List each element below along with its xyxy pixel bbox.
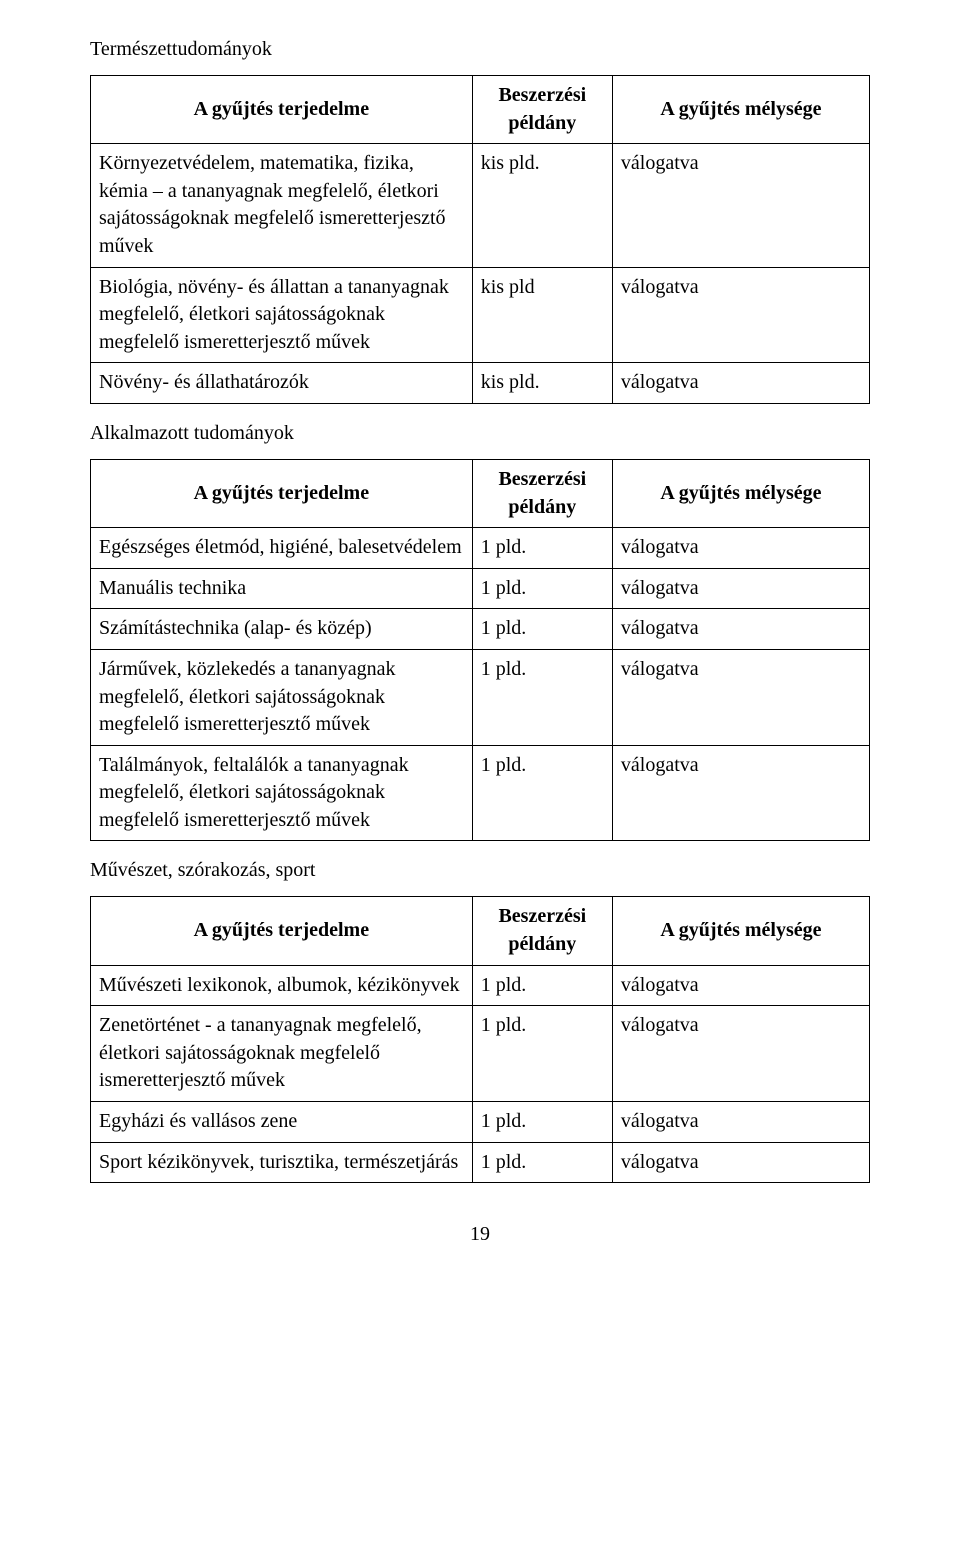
table-row: Sport kézikönyvek, turisztika, természet… xyxy=(91,1142,870,1183)
cell-copy: 1 pld. xyxy=(472,1006,612,1102)
cell-copy: 1 pld. xyxy=(472,649,612,745)
header-copy: Beszerzési példány xyxy=(472,897,612,965)
cell-copy: 1 pld. xyxy=(472,745,612,841)
table-row: Növény- és állathatározók kis pld. válog… xyxy=(91,363,870,404)
table-row: Manuális technika 1 pld. válogatva xyxy=(91,568,870,609)
cell-scope: Biológia, növény- és állattan a tananyag… xyxy=(91,267,473,363)
table-row: Találmányok, feltalálók a tananyagnak me… xyxy=(91,745,870,841)
page-number: 19 xyxy=(90,1223,870,1246)
cell-depth: válogatva xyxy=(612,267,869,363)
cell-copy: 1 pld. xyxy=(472,609,612,650)
header-scope: A gyűjtés terjedelme xyxy=(91,76,473,144)
section-title: Alkalmazott tudományok xyxy=(90,422,870,445)
cell-copy: 1 pld. xyxy=(472,965,612,1006)
cell-scope: Járművek, közlekedés a tananyagnak megfe… xyxy=(91,649,473,745)
cell-depth: válogatva xyxy=(612,1102,869,1143)
header-scope: A gyűjtés terjedelme xyxy=(91,459,473,527)
cell-depth: válogatva xyxy=(612,649,869,745)
cell-scope: Zenetörténet - a tananyagnak megfelelő, … xyxy=(91,1006,473,1102)
section-title: Művészet, szórakozás, sport xyxy=(90,859,870,882)
table-header-row: A gyűjtés terjedelme Beszerzési példány … xyxy=(91,459,870,527)
collection-table: A gyűjtés terjedelme Beszerzési példány … xyxy=(90,459,870,842)
cell-scope: Környezetvédelem, matematika, fizika, ké… xyxy=(91,144,473,267)
table-row: Járművek, közlekedés a tananyagnak megfe… xyxy=(91,649,870,745)
header-depth: A gyűjtés mélysége xyxy=(612,897,869,965)
cell-copy: 1 pld. xyxy=(472,1102,612,1143)
table-header-row: A gyűjtés terjedelme Beszerzési példány … xyxy=(91,897,870,965)
cell-scope: Számítástechnika (alap- és közép) xyxy=(91,609,473,650)
cell-copy: kis pld. xyxy=(472,144,612,267)
cell-copy: kis pld. xyxy=(472,363,612,404)
table-row: Zenetörténet - a tananyagnak megfelelő, … xyxy=(91,1006,870,1102)
header-scope: A gyűjtés terjedelme xyxy=(91,897,473,965)
cell-scope: Egyházi és vallásos zene xyxy=(91,1102,473,1143)
cell-depth: válogatva xyxy=(612,965,869,1006)
cell-copy: 1 pld. xyxy=(472,568,612,609)
cell-scope: Egészséges életmód, higiéné, balesetvéde… xyxy=(91,528,473,569)
cell-depth: válogatva xyxy=(612,144,869,267)
section-title: Természettudományok xyxy=(90,38,870,61)
cell-scope: Sport kézikönyvek, turisztika, természet… xyxy=(91,1142,473,1183)
header-depth: A gyűjtés mélysége xyxy=(612,459,869,527)
cell-copy: 1 pld. xyxy=(472,528,612,569)
cell-depth: válogatva xyxy=(612,1006,869,1102)
cell-depth: válogatva xyxy=(612,363,869,404)
cell-depth: válogatva xyxy=(612,528,869,569)
cell-scope: Manuális technika xyxy=(91,568,473,609)
collection-table: A gyűjtés terjedelme Beszerzési példány … xyxy=(90,896,870,1183)
document-page: Természettudományok A gyűjtés terjedelme… xyxy=(0,0,960,1286)
cell-scope: Találmányok, feltalálók a tananyagnak me… xyxy=(91,745,473,841)
cell-depth: válogatva xyxy=(612,745,869,841)
header-depth: A gyűjtés mélysége xyxy=(612,76,869,144)
table-row: Biológia, növény- és állattan a tananyag… xyxy=(91,267,870,363)
cell-copy: kis pld xyxy=(472,267,612,363)
cell-depth: válogatva xyxy=(612,568,869,609)
table-row: Egyházi és vallásos zene 1 pld. válogatv… xyxy=(91,1102,870,1143)
cell-scope: Művészeti lexikonok, albumok, kézikönyve… xyxy=(91,965,473,1006)
header-copy: Beszerzési példány xyxy=(472,76,612,144)
collection-table: A gyűjtés terjedelme Beszerzési példány … xyxy=(90,75,870,404)
cell-depth: válogatva xyxy=(612,609,869,650)
table-row: Számítástechnika (alap- és közép) 1 pld.… xyxy=(91,609,870,650)
header-copy: Beszerzési példány xyxy=(472,459,612,527)
cell-depth: válogatva xyxy=(612,1142,869,1183)
table-row: Környezetvédelem, matematika, fizika, ké… xyxy=(91,144,870,267)
table-row: Művészeti lexikonok, albumok, kézikönyve… xyxy=(91,965,870,1006)
cell-scope: Növény- és állathatározók xyxy=(91,363,473,404)
table-row: Egészséges életmód, higiéné, balesetvéde… xyxy=(91,528,870,569)
table-header-row: A gyűjtés terjedelme Beszerzési példány … xyxy=(91,76,870,144)
cell-copy: 1 pld. xyxy=(472,1142,612,1183)
